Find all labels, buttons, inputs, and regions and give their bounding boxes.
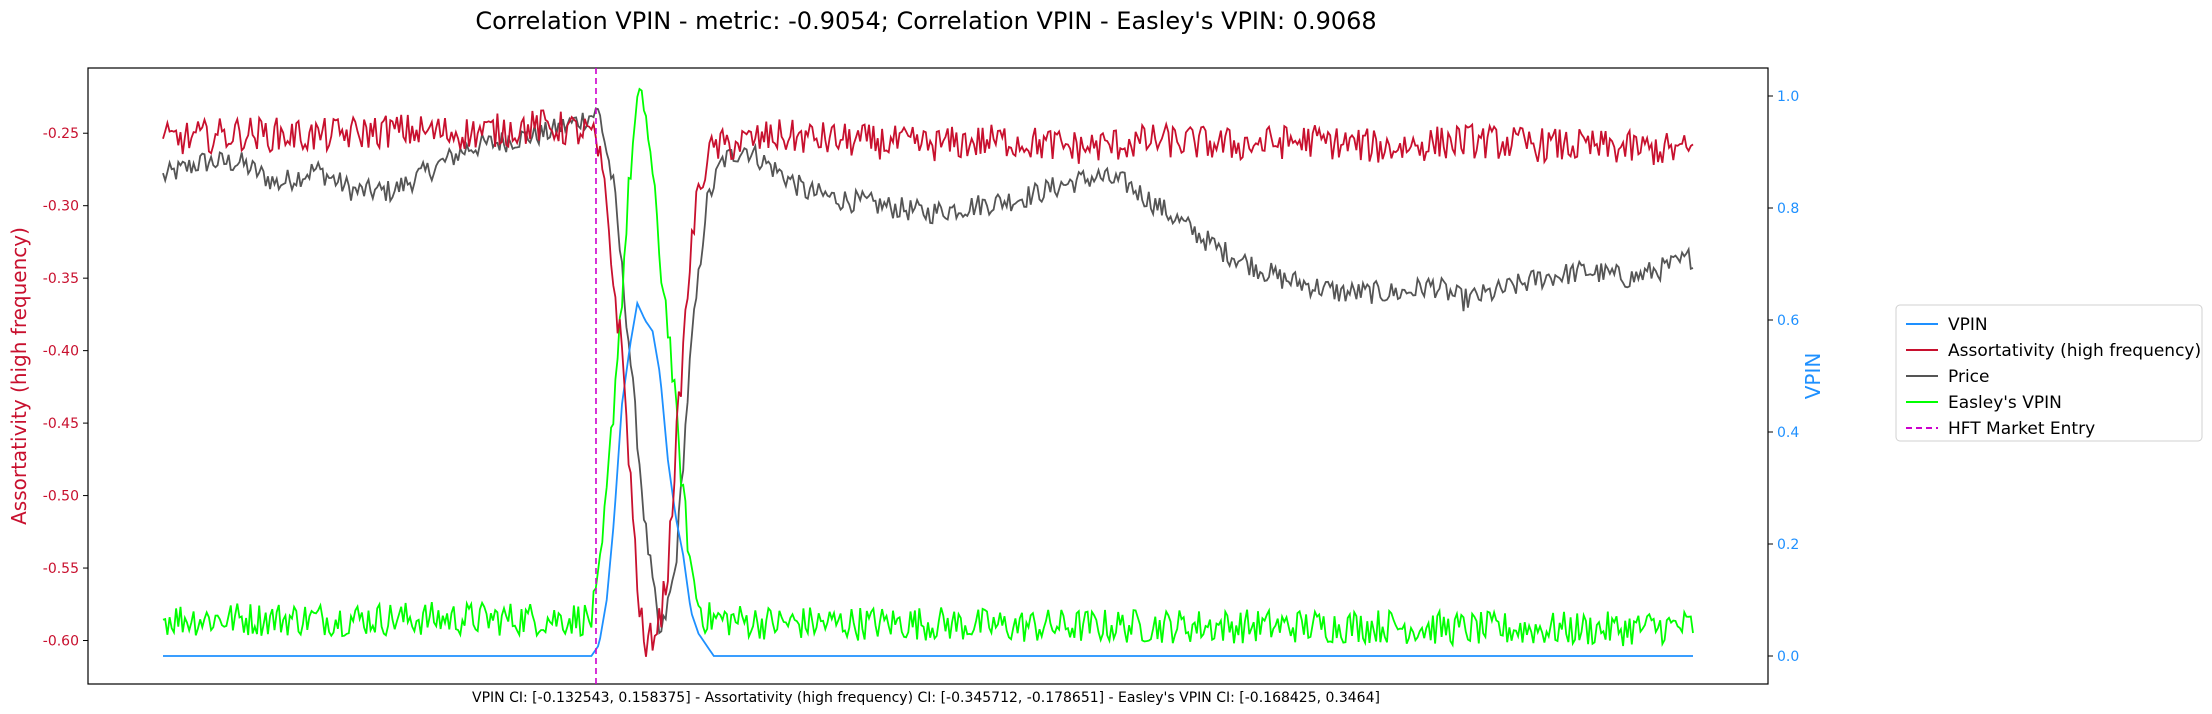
right-tick-label: 0.8 [1777,201,1799,217]
left-tick-label: -0.30 [43,199,79,215]
legend-label-vpin: VPIN [1948,315,1988,335]
left-tick-label: -0.60 [43,634,79,650]
right-tick-label: 1.0 [1777,89,1799,105]
series-line-assortativity [162,109,1694,657]
left-tick-label: -0.50 [43,489,79,505]
left-tick-label: -0.45 [43,416,79,432]
left-axis-label: Assortativity (high frequency) [7,227,31,525]
legend: VPIN Assortativity (high frequency) Price E… [1895,304,2203,442]
right-tick-label: 0.6 [1777,313,1799,329]
right-tick-label: 0.2 [1777,537,1799,553]
left-tick-label: -0.35 [43,271,79,287]
legend-label-price: Price [1948,367,1989,387]
series-line-price [162,107,1694,635]
left-tick-label: -0.25 [43,126,79,142]
ci-footer: VPIN CI: [-0.132543, 0.158375] - Assorta… [472,690,1380,706]
left-axis-ticks: -0.60 -0.55 -0.50 -0.45 -0.40 -0.35 -0.30 -0.25 [43,126,88,650]
right-axis-ticks: 0.0 0.2 0.4 0.6 0.8 1.0 [1768,89,1799,665]
left-tick-label: -0.55 [43,561,79,577]
right-tick-label: 0.4 [1777,425,1799,441]
series-line-vpin [163,300,1693,657]
chart-title: Correlation VPIN - metric: -0.9054; Corr… [475,7,1376,35]
series-group [162,68,1694,684]
left-tick-label: -0.40 [43,344,79,360]
legend-label-hft: HFT Market Entry [1948,419,2095,439]
legend-label-assortativity: Assortativity (high frequency) [1948,341,2201,361]
series-line-easley [162,87,1694,648]
right-tick-label: 0.0 [1777,649,1799,665]
legend-label-easley: Easley's VPIN [1948,393,2062,413]
right-axis-label: VPIN [1801,353,1825,400]
legend-box [1895,304,2203,442]
plot-frame [87,67,1769,685]
